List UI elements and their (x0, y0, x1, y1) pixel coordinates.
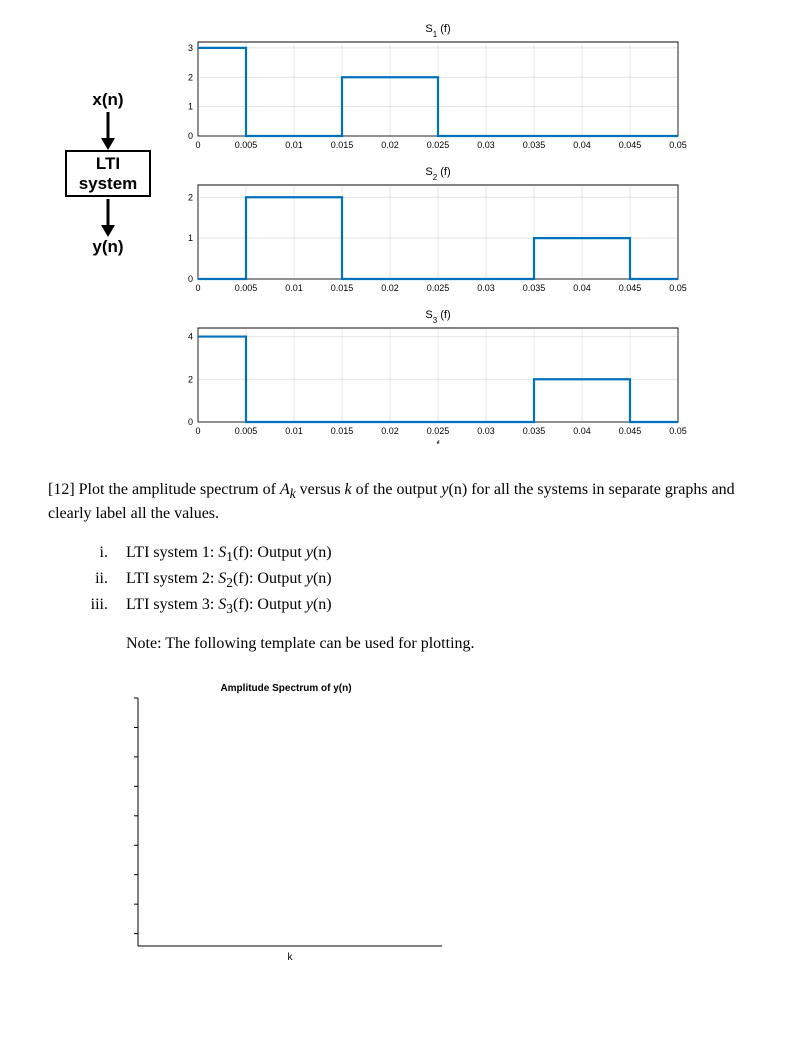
problem-statement: [12] Plot the amplitude spectrum of Ak v… (48, 479, 746, 525)
chart-s3: S3 (f) 0 0.005 0.01 0.015 0.02 0.025 0.03 0.035 0… (168, 306, 746, 449)
svg-text:0.025: 0.025 (427, 140, 450, 150)
svg-text:S2 (f): S2 (f) (425, 166, 450, 182)
svg-text:0: 0 (188, 131, 193, 141)
svg-text:2: 2 (188, 374, 193, 384)
svg-text:0.04: 0.04 (573, 283, 591, 293)
enum-body: LTI system 1: S1(f): Output y(n) (126, 541, 746, 567)
output-label: y(n) (48, 237, 168, 257)
enum-item: i.LTI system 1: S1(f): Output y(n) (48, 541, 746, 567)
chart-svg: S2 (f) 0 0.005 0.01 0.015 0.02 0.025 0.03 0.035 0… (168, 163, 688, 301)
svg-text:0.04: 0.04 (573, 140, 591, 150)
template-plot-area: Amplitude Spectrum of y(n) k (126, 683, 746, 969)
chart-svg: S3 (f) 0 0.005 0.01 0.015 0.02 0.025 0.03 0.035 0… (168, 306, 688, 444)
template-svg: k (126, 694, 446, 964)
chart-s1: S1 (f) 0 0.005 0.01 0.015 0.02 0.025 0.03 0.035 0… (168, 20, 746, 163)
lti-box-line2: system (79, 174, 138, 194)
chart-s2: S2 (f) 0 0.005 0.01 0.015 0.02 0.025 0.03 0.035 0… (168, 163, 746, 306)
svg-text:4: 4 (188, 332, 193, 342)
enum-body: LTI system 2: S2(f): Output y(n) (126, 567, 746, 593)
svg-text:0.035: 0.035 (523, 140, 546, 150)
svg-text:S1 (f): S1 (f) (425, 23, 450, 39)
svg-text:0: 0 (195, 140, 200, 150)
svg-text:0.05: 0.05 (669, 283, 687, 293)
svg-text:0: 0 (188, 417, 193, 427)
svg-text:0.05: 0.05 (669, 140, 687, 150)
note-text: Note: The following template can be used… (126, 635, 746, 653)
lti-box-line1: LTI (79, 154, 138, 174)
svg-text:0.01: 0.01 (285, 283, 303, 293)
svg-text:0.03: 0.03 (477, 283, 495, 293)
enum-item: iii.LTI system 3: S3(f): Output y(n) (48, 593, 746, 619)
svg-text:0.02: 0.02 (381, 140, 399, 150)
svg-text:1: 1 (188, 102, 193, 112)
svg-text:0.045: 0.045 (619, 140, 642, 150)
svg-text:1: 1 (188, 233, 193, 243)
enum-body: LTI system 3: S3(f): Output y(n) (126, 593, 746, 619)
enum-num: i. (48, 541, 126, 567)
svg-text:0.02: 0.02 (381, 426, 399, 436)
svg-text:f: f (437, 440, 440, 444)
svg-text:0: 0 (188, 274, 193, 284)
input-label: x(n) (48, 90, 168, 110)
svg-text:0.04: 0.04 (573, 426, 591, 436)
template-axes: k (126, 694, 746, 969)
svg-text:0.025: 0.025 (427, 426, 450, 436)
chart-svg: S1 (f) 0 0.005 0.01 0.015 0.02 0.025 0.03 0.035 0… (168, 20, 688, 158)
svg-text:0.045: 0.045 (619, 426, 642, 436)
svg-text:0: 0 (195, 283, 200, 293)
svg-text:0.03: 0.03 (477, 426, 495, 436)
svg-text:0.01: 0.01 (285, 426, 303, 436)
svg-text:0.03: 0.03 (477, 140, 495, 150)
arrow-down-icon (96, 197, 120, 237)
svg-text:0.035: 0.035 (523, 283, 546, 293)
svg-text:0.015: 0.015 (331, 426, 354, 436)
enum-list: i.LTI system 1: S1(f): Output y(n)ii.LTI… (48, 541, 746, 620)
svg-text:2: 2 (188, 192, 193, 202)
lti-block-diagram: x(n) LTI system y(n) (48, 20, 168, 257)
svg-text:0.035: 0.035 (523, 426, 546, 436)
svg-text:3: 3 (188, 43, 193, 53)
lti-box: LTI system (65, 150, 152, 197)
template-title: Amplitude Spectrum of y(n) (126, 683, 446, 694)
svg-text:k: k (288, 952, 294, 963)
svg-text:0.045: 0.045 (619, 283, 642, 293)
svg-text:0.01: 0.01 (285, 140, 303, 150)
charts-column: S1 (f) 0 0.005 0.01 0.015 0.02 0.025 0.03 0.035 0… (168, 20, 746, 449)
marks-label: [12] (48, 481, 75, 498)
svg-text:0.015: 0.015 (331, 140, 354, 150)
svg-text:0.005: 0.005 (235, 283, 258, 293)
svg-text:0.05: 0.05 (669, 426, 687, 436)
arrow-down-icon (96, 110, 120, 150)
svg-text:0: 0 (195, 426, 200, 436)
svg-text:0.025: 0.025 (427, 283, 450, 293)
svg-text:S3 (f): S3 (f) (425, 309, 450, 325)
svg-text:0.02: 0.02 (381, 283, 399, 293)
svg-text:0.015: 0.015 (331, 283, 354, 293)
svg-text:0.005: 0.005 (235, 140, 258, 150)
svg-text:2: 2 (188, 72, 193, 82)
enum-num: iii. (48, 593, 126, 619)
enum-num: ii. (48, 567, 126, 593)
svg-text:0.005: 0.005 (235, 426, 258, 436)
enum-item: ii.LTI system 2: S2(f): Output y(n) (48, 567, 746, 593)
